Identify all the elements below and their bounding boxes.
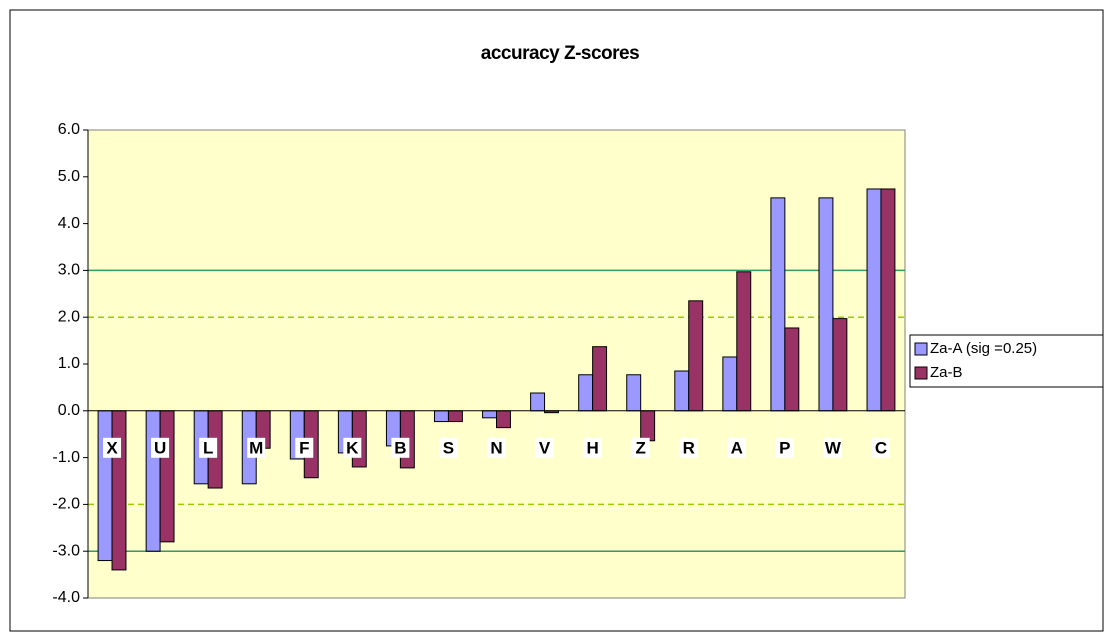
bar	[578, 374, 594, 412]
legend-label: Za-B	[930, 364, 963, 381]
category-label-bg	[247, 437, 266, 458]
bar	[818, 197, 834, 412]
bar	[496, 410, 511, 429]
bar	[674, 370, 690, 412]
bar	[434, 410, 449, 423]
x-tick-label: Z	[635, 438, 645, 457]
x-tick-label: B	[394, 438, 406, 457]
category-label-bg	[871, 437, 890, 458]
bar	[784, 327, 800, 412]
y-tick-label: 5.0	[58, 168, 80, 185]
y-tick-label: -4.0	[52, 589, 80, 606]
y-tick-label: 3.0	[58, 262, 80, 279]
category-label-bg	[775, 437, 794, 458]
y-tick-label: -3.0	[52, 542, 80, 559]
x-tick-label: W	[825, 438, 842, 457]
category-label-bg	[631, 437, 650, 458]
bar	[530, 392, 546, 412]
category-label-bg	[295, 437, 314, 458]
x-tick-label: P	[779, 438, 790, 457]
x-tick-label: H	[586, 438, 598, 457]
x-tick-label: C	[875, 438, 887, 457]
bar	[640, 410, 656, 442]
bar	[592, 346, 608, 412]
x-tick-label: L	[203, 438, 213, 457]
chart-title: accuracy Z-scores	[481, 43, 639, 64]
category-label-bg	[199, 437, 218, 458]
bar	[880, 188, 896, 412]
legend-box	[909, 334, 1104, 388]
x-tick-label: A	[731, 438, 743, 457]
category-label-bg	[103, 437, 122, 458]
x-tick-label: R	[683, 438, 695, 457]
bar	[145, 410, 161, 552]
bar	[866, 188, 882, 412]
category-label-bg	[391, 437, 410, 458]
bar	[770, 197, 786, 412]
y-tick-label: -1.0	[52, 449, 80, 466]
y-tick-label: 4.0	[58, 215, 80, 232]
y-tick-label: -2.0	[52, 496, 80, 513]
category-label-bg	[439, 437, 458, 458]
bar	[159, 410, 175, 543]
category-label-bg	[679, 437, 698, 458]
x-tick-label: K	[346, 438, 359, 457]
x-tick-label: M	[249, 438, 263, 457]
bar	[736, 271, 752, 412]
x-tick-label: F	[299, 438, 309, 457]
y-tick-label: 0.0	[58, 402, 80, 419]
plot-area	[87, 129, 906, 599]
bar	[722, 356, 738, 412]
category-label-bg	[823, 437, 842, 458]
y-tick-label: 1.0	[58, 355, 80, 372]
x-tick-label: X	[106, 438, 118, 457]
legend-swatch	[914, 366, 928, 380]
y-tick-label: 6.0	[58, 121, 80, 138]
x-tick-label: V	[539, 438, 551, 457]
category-label-bg	[727, 437, 746, 458]
category-label-bg	[343, 437, 362, 458]
bar	[688, 300, 704, 412]
bar	[626, 374, 642, 412]
category-label-bg	[583, 437, 602, 458]
category-label-bg	[151, 437, 170, 458]
category-label-bg	[487, 437, 506, 458]
x-tick-label: N	[490, 438, 502, 457]
legend-label: Za-A (sig =0.25)	[930, 340, 1037, 357]
y-tick-label: 2.0	[58, 308, 80, 325]
x-tick-label: S	[443, 438, 454, 457]
legend-swatch	[914, 342, 928, 356]
category-label-bg	[535, 437, 554, 458]
x-tick-label: U	[154, 438, 166, 457]
bar	[111, 410, 127, 571]
bar	[482, 410, 497, 419]
bar	[97, 410, 113, 562]
bar	[447, 410, 463, 423]
bar	[832, 318, 848, 412]
